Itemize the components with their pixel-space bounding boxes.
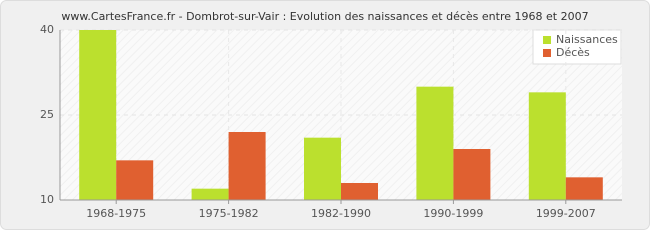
- bar: [453, 149, 491, 200]
- legend: [532, 29, 622, 65]
- bar: [341, 183, 378, 200]
- legend-swatch: [543, 36, 551, 44]
- bar: [228, 132, 266, 200]
- legend-box: [532, 29, 622, 65]
- legend-swatch: [543, 49, 551, 57]
- bar: [191, 188, 229, 200]
- bar: [116, 160, 154, 200]
- chart: www.CartesFrance.fr - Dombrot-sur-Vair :…: [0, 0, 650, 230]
- legend-label: Naissances: [556, 33, 618, 46]
- bar: [304, 137, 341, 200]
- x-tick-label: 1975-1982: [199, 207, 259, 220]
- bar: [565, 177, 603, 200]
- y-tick-label: 10: [40, 193, 54, 206]
- x-tick-label: 1982-1990: [311, 207, 371, 220]
- legend-label: Décès: [556, 46, 590, 59]
- x-tick-label: 1990-1999: [423, 207, 483, 220]
- bar: [416, 86, 454, 200]
- x-tick-label: 1999-2007: [536, 207, 596, 220]
- bar: [79, 30, 117, 200]
- bar: [528, 92, 566, 200]
- y-tick-label: 40: [40, 23, 54, 36]
- chart-title: www.CartesFrance.fr - Dombrot-sur-Vair :…: [61, 10, 588, 23]
- x-tick-label: 1968-1975: [86, 207, 146, 220]
- y-tick-label: 25: [40, 108, 54, 121]
